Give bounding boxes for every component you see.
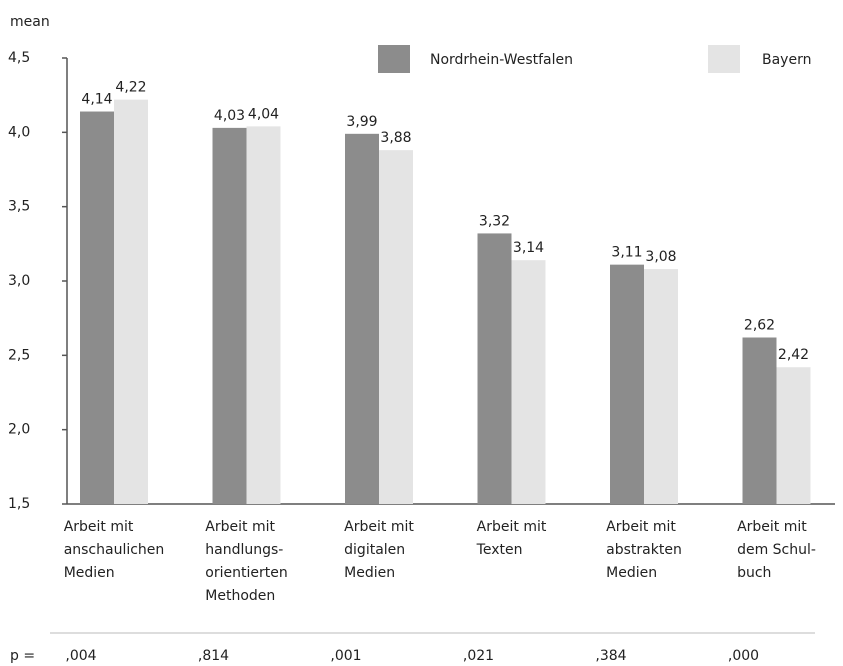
y-axis-label: mean [10, 14, 50, 30]
x-tick-label: buch [737, 565, 771, 581]
legend-swatch [378, 45, 410, 73]
bar [80, 111, 114, 505]
p-value: ,004 [65, 648, 96, 664]
x-tick-label: Arbeit mit [606, 519, 676, 535]
value-label: 4,04 [248, 106, 279, 122]
y-tick-label: 3,0 [8, 273, 30, 289]
x-tick-label: Medien [606, 565, 657, 581]
legend-swatch [708, 45, 740, 73]
bar [776, 367, 811, 504]
p-label: p = [10, 648, 35, 664]
x-tick-label: dem Schul- [737, 542, 816, 558]
x-tick-label: Arbeit mit [477, 519, 547, 535]
value-label: 4,22 [115, 80, 146, 96]
y-tick-label: 4,5 [8, 50, 30, 66]
value-label: 3,14 [513, 240, 544, 256]
p-value: ,000 [728, 648, 759, 664]
value-label: 3,11 [611, 245, 642, 261]
value-label: 3,88 [380, 130, 411, 146]
y-tick-label: 1,5 [8, 496, 30, 512]
x-tick-label: digitalen [344, 542, 405, 558]
x-tick-label: handlungs- [205, 542, 283, 558]
value-label: 4,14 [81, 92, 112, 108]
bar [742, 337, 777, 504]
bar [610, 264, 644, 504]
x-tick-label: Medien [64, 565, 115, 581]
legend-label: Nordrhein-Westfalen [430, 52, 573, 68]
bar [379, 150, 413, 504]
legend-label: Bayern [762, 52, 811, 68]
bar [345, 133, 379, 504]
x-tick-label: Texten [476, 542, 523, 558]
bar [246, 126, 281, 505]
value-label: 4,03 [214, 108, 245, 124]
bar [212, 127, 247, 504]
bar [114, 99, 148, 505]
y-tick-label: 3,5 [8, 199, 30, 215]
x-tick-label: anschaulichen [64, 542, 165, 558]
x-tick-label: orientierten [205, 565, 287, 581]
value-label: 3,99 [346, 114, 377, 130]
x-tick-label: Arbeit mit [205, 519, 275, 535]
y-tick-label: 4,0 [8, 124, 30, 140]
x-tick-label: abstrakten [606, 542, 682, 558]
p-value: ,021 [463, 648, 494, 664]
bar [511, 260, 546, 504]
value-label: 3,32 [479, 213, 510, 229]
x-tick-label: Arbeit mit [344, 519, 414, 535]
value-label: 2,42 [778, 347, 809, 363]
x-tick-label: Arbeit mit [64, 519, 134, 535]
x-tick-label: Medien [344, 565, 395, 581]
p-value: ,001 [330, 648, 361, 664]
bar [644, 269, 678, 504]
value-label: 3,08 [645, 249, 676, 265]
y-tick-label: 2,5 [8, 347, 30, 363]
p-value: ,384 [595, 648, 626, 664]
x-tick-label: Arbeit mit [737, 519, 807, 535]
p-value: ,814 [198, 648, 229, 664]
x-tick-label: Methoden [205, 588, 275, 604]
bar [477, 233, 512, 504]
value-label: 2,62 [744, 317, 775, 333]
y-tick-label: 2,0 [8, 422, 30, 438]
